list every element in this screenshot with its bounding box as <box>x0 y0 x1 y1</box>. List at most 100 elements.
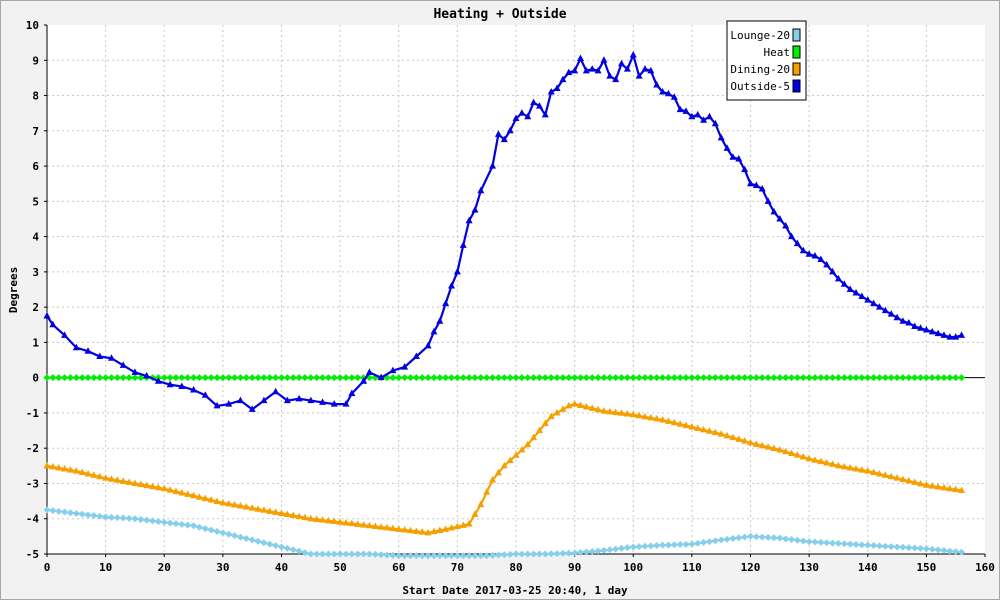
data-point <box>66 509 74 517</box>
data-point <box>747 374 754 382</box>
data-point <box>635 411 643 419</box>
data-point <box>107 354 115 361</box>
data-point <box>295 394 303 402</box>
data-point <box>776 214 784 222</box>
data-point <box>518 550 526 558</box>
data-point <box>735 374 743 382</box>
data-point <box>747 179 754 187</box>
data-point <box>582 402 590 410</box>
data-point <box>741 533 749 541</box>
data-point <box>483 488 491 495</box>
data-point <box>899 475 907 483</box>
data-point <box>301 374 309 382</box>
data-point <box>694 539 702 547</box>
data-point <box>143 481 151 489</box>
data-point <box>834 374 842 382</box>
data-point <box>278 374 285 382</box>
data-point <box>477 552 485 560</box>
data-point <box>711 428 719 436</box>
data-point <box>125 478 133 485</box>
data-point <box>430 327 438 335</box>
y-tick-label: 2 <box>32 301 39 314</box>
data-point <box>113 514 121 522</box>
data-point <box>917 479 925 487</box>
legend-swatch <box>792 45 801 59</box>
data-point <box>606 374 614 382</box>
data-point <box>512 114 520 121</box>
data-point <box>817 255 825 263</box>
data-point <box>201 494 209 502</box>
data-point <box>805 538 813 546</box>
data-point <box>383 523 391 531</box>
data-point <box>313 515 321 522</box>
data-point <box>764 374 772 382</box>
data-point <box>553 374 561 382</box>
data-point <box>594 66 602 74</box>
data-point <box>864 467 872 474</box>
data-point <box>307 514 315 522</box>
data-point <box>905 544 913 552</box>
data-point <box>113 476 121 483</box>
y-tick-label: 10 <box>26 19 39 32</box>
x-ticks: 0 10 20 30 40 50 60 70 80 90 100 110 120 130 140 150 160 <box>44 554 995 574</box>
data-point <box>535 102 543 109</box>
data-point <box>313 550 321 558</box>
data-point <box>406 526 414 534</box>
data-point <box>113 374 121 382</box>
data-point <box>576 548 584 556</box>
data-point <box>365 368 373 375</box>
data-point <box>623 65 631 72</box>
data-point <box>817 457 825 465</box>
data-point <box>887 310 895 317</box>
data-point <box>260 396 268 404</box>
data-point <box>448 374 456 382</box>
data-point <box>483 552 491 560</box>
data-point <box>629 410 637 418</box>
data-point <box>594 405 602 413</box>
x-tick-label: 20 <box>158 561 171 574</box>
data-point <box>195 523 203 531</box>
data-point <box>782 222 790 229</box>
data-point <box>231 532 239 540</box>
data-point <box>559 374 567 382</box>
data-point <box>49 320 57 328</box>
data-point <box>747 532 754 540</box>
data-point <box>348 374 356 382</box>
data-point <box>864 541 872 549</box>
data-point <box>535 426 543 434</box>
data-point <box>799 453 807 460</box>
data-point <box>782 535 790 543</box>
data-point <box>694 424 702 431</box>
series-dining-20 <box>43 400 966 536</box>
data-point <box>641 374 649 382</box>
data-point <box>272 387 280 395</box>
y-tick-label: -5 <box>26 548 39 561</box>
data-point <box>635 72 643 79</box>
data-point <box>917 544 925 552</box>
data-point <box>184 490 192 497</box>
series-layer <box>43 50 966 560</box>
data-point <box>178 382 186 389</box>
data-point <box>272 542 280 550</box>
x-tick-label: 10 <box>99 561 112 574</box>
data-point <box>49 507 57 515</box>
data-point <box>793 374 801 382</box>
data-point <box>436 317 444 324</box>
data-point <box>905 476 913 484</box>
data-point <box>242 534 250 542</box>
grid <box>47 25 985 554</box>
data-point <box>764 533 772 541</box>
legend-swatch <box>792 62 801 76</box>
data-point <box>530 374 538 382</box>
data-point <box>653 80 661 88</box>
y-axis-label: Degrees <box>7 267 20 313</box>
data-point <box>852 374 860 382</box>
data-point <box>248 504 256 511</box>
data-point <box>676 105 684 113</box>
data-point <box>471 206 479 213</box>
data-point <box>319 550 327 558</box>
data-point <box>172 487 180 495</box>
data-point <box>952 485 960 493</box>
data-point <box>875 303 883 310</box>
